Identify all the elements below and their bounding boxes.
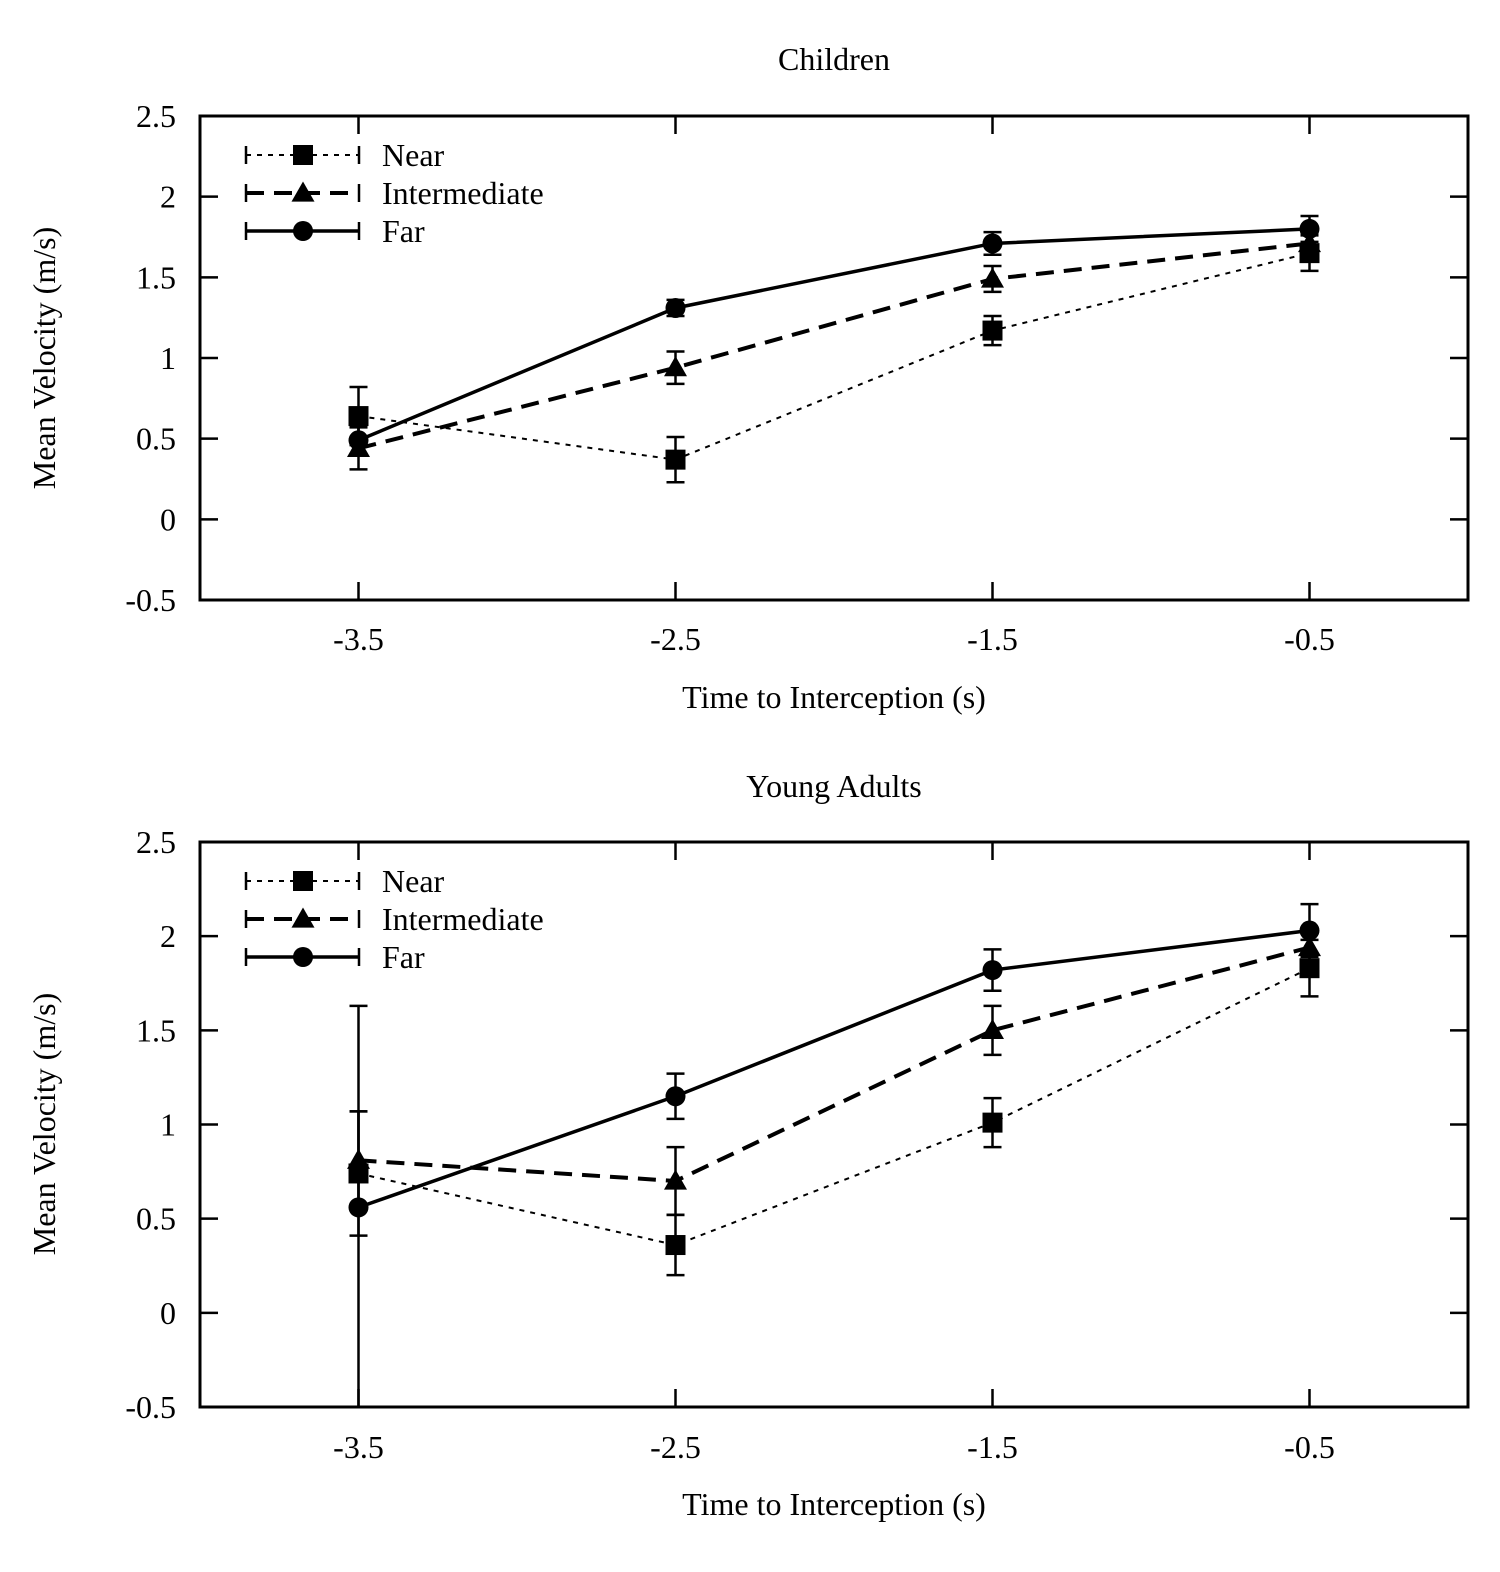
legend-marker-near: [293, 145, 313, 165]
legend-label: Near: [382, 863, 445, 899]
data-point-far: [665, 1086, 686, 1107]
legend-label: Far: [382, 939, 425, 975]
data-point-far: [1299, 920, 1320, 941]
y-tick-label: 1.5: [136, 259, 176, 295]
children-chart: Children Mean Velocity (m/s) Time to Int…: [26, 41, 1470, 715]
legend-item-intermediate: Intermediate: [244, 901, 544, 937]
legend-label: Intermediate: [382, 175, 544, 211]
plot-frame: [198, 114, 1470, 602]
y-tick-label: 2.5: [136, 98, 176, 134]
data-point-intermediate: [981, 267, 1004, 288]
y-tick-label: 2.5: [136, 824, 176, 860]
x-axis-label: Time to Interception (s): [682, 679, 986, 715]
legend-item-near: Near: [244, 863, 445, 899]
chart-title: Young Adults: [746, 768, 921, 804]
legend-item-far: Far: [244, 939, 425, 975]
legend-item-near: Near: [244, 137, 445, 173]
y-tick-label: -0.5: [125, 1389, 176, 1425]
plot-frame: [198, 840, 1470, 1409]
y-tick-label: 2: [160, 918, 176, 954]
y-axis-label: Mean Velocity (m/s): [26, 227, 62, 489]
y-tick-label: 0.5: [136, 1201, 176, 1237]
x-tick-label: -1.5: [967, 621, 1018, 657]
series-intermediate: [347, 931, 1321, 1217]
data-point-near: [982, 320, 1003, 341]
data-point-intermediate: [664, 356, 687, 377]
data-point-far: [1299, 218, 1320, 239]
legend-label: Intermediate: [382, 901, 544, 937]
series-line-intermediate: [358, 241, 1310, 451]
legend-label: Far: [382, 213, 425, 249]
y-tick-label: 0: [160, 501, 176, 537]
series-layer: [347, 214, 1321, 484]
x-tick-label: -1.5: [967, 1429, 1018, 1465]
legend-marker-intermediate: [291, 907, 315, 928]
legend-marker-intermediate: [291, 181, 315, 202]
y-axis-label: Mean Velocity (m/s): [26, 993, 62, 1255]
x-tick-label: -2.5: [650, 621, 701, 657]
x-tick-label: -3.5: [333, 1429, 384, 1465]
data-point-intermediate: [664, 1169, 687, 1190]
series-line-near: [358, 252, 1310, 461]
legend-marker-near: [293, 871, 313, 891]
legend-item-far: Far: [244, 213, 425, 249]
series-layer: [347, 902, 1321, 1407]
y-tick-label: 1: [160, 1107, 176, 1143]
data-point-far: [348, 430, 369, 451]
x-tick-label: -2.5: [650, 1429, 701, 1465]
data-point-near: [348, 406, 369, 427]
data-point-far: [982, 233, 1003, 254]
x-tick-label: -3.5: [333, 621, 384, 657]
data-point-near: [665, 449, 686, 470]
x-tick-label: -0.5: [1284, 1429, 1335, 1465]
y-tick-label: 1.5: [136, 1012, 176, 1048]
series-near: [348, 234, 1320, 484]
data-point-intermediate: [981, 1018, 1004, 1039]
x-tick-label: -0.5: [1284, 621, 1335, 657]
legend-label: Near: [382, 137, 445, 173]
data-point-far: [348, 1197, 369, 1218]
series-far: [348, 214, 1320, 457]
series-line-far: [357, 227, 1310, 442]
data-point-far: [982, 960, 1003, 981]
chart-title: Children: [778, 41, 890, 77]
data-point-near: [665, 1235, 686, 1256]
y-tick-label: 0: [160, 1295, 176, 1331]
legend-item-intermediate: Intermediate: [244, 175, 544, 211]
young-adults-chart: Young Adults Mean Velocity (m/s) Time to…: [26, 768, 1470, 1522]
y-tick-label: -0.5: [125, 582, 176, 618]
legend-marker-far: [293, 221, 313, 241]
data-point-near: [982, 1112, 1003, 1133]
ticks: -0.5 0 0.5 1 1.5 2 2.5 -3.5 -2.5 -1.5 -0.5: [125, 824, 1468, 1465]
y-tick-label: 2: [160, 179, 176, 215]
series-far: [348, 902, 1320, 1407]
series-line-intermediate: [358, 945, 1311, 1184]
y-tick-label: 1: [160, 340, 176, 376]
data-point-far: [665, 297, 686, 318]
x-axis-label: Time to Interception (s): [682, 1486, 986, 1522]
legend-marker-far: [293, 947, 313, 967]
series-line-far: [357, 928, 1310, 1210]
ticks: -0.5 0 0.5 1 1.5 2 2.5 -3.5 -2.5 -1.5 -0.5: [125, 98, 1468, 657]
y-tick-label: 0.5: [136, 421, 176, 457]
